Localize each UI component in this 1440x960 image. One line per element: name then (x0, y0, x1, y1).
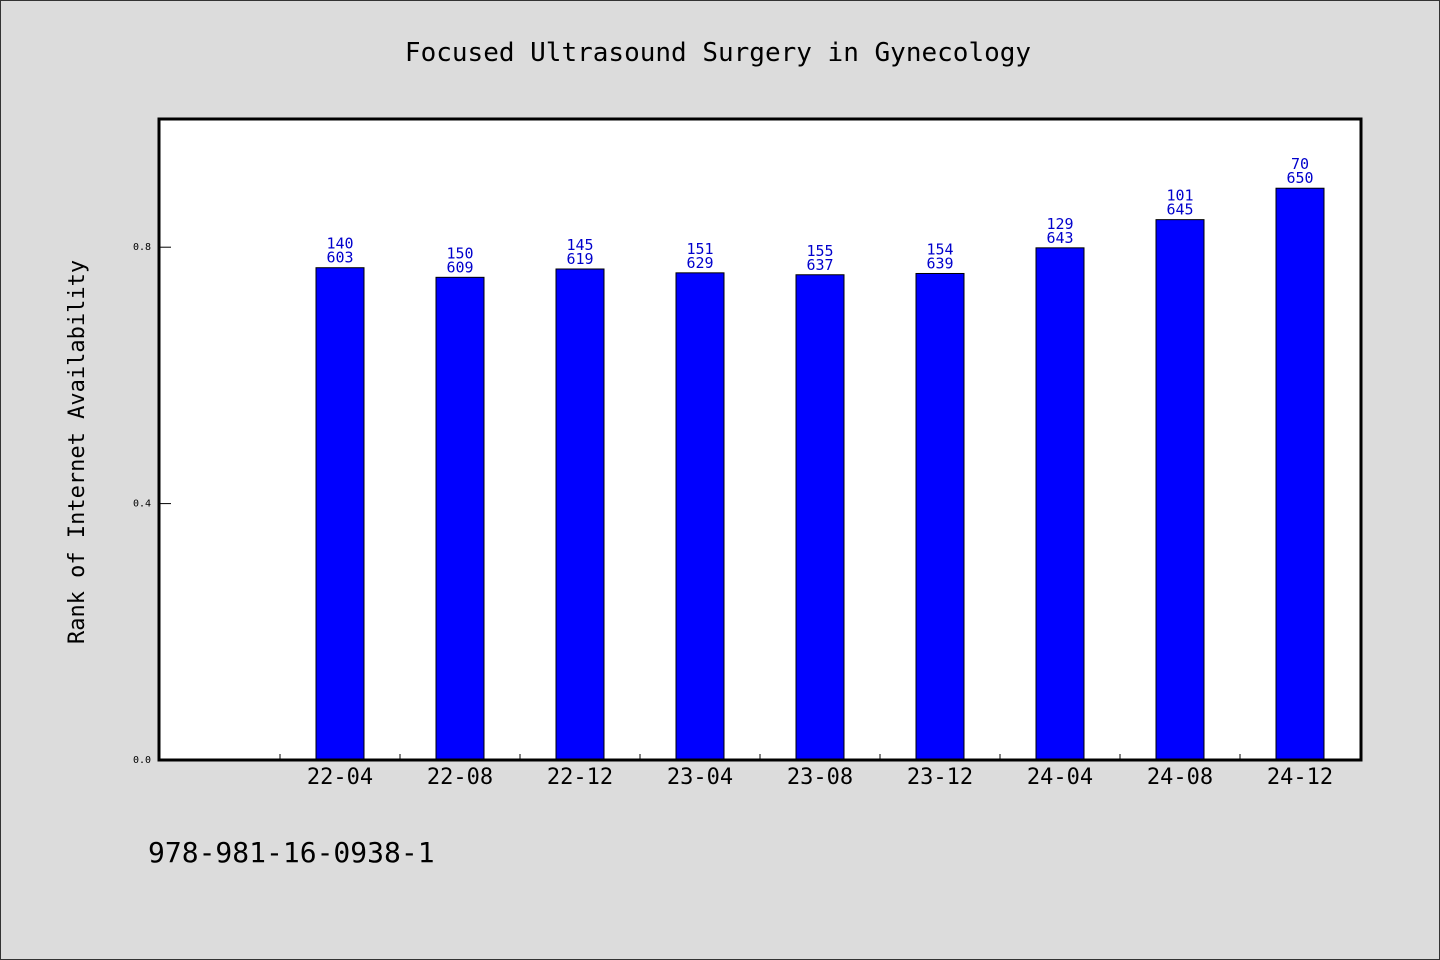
x-tick-label: 22-12 (547, 765, 613, 790)
chart-title: Focused Ultrasound Surgery in Gynecology (405, 38, 1031, 68)
plot-border (157, 117, 1363, 762)
bar (915, 272, 965, 761)
bar (795, 274, 845, 761)
bar-label-top: 155 (806, 242, 833, 260)
bar-label-bottom: 603 (326, 249, 353, 267)
x-tick-label: 24-08 (1147, 765, 1213, 790)
x-tick-label: 23-08 (787, 765, 853, 790)
bar-label-bottom: 645 (1166, 201, 1193, 219)
footnote-isbn: 978-981-16-0938-1 (148, 836, 435, 869)
bar (1275, 187, 1325, 761)
x-tick-label: 23-12 (907, 765, 973, 790)
bar-label-top: 151 (686, 240, 713, 258)
bar-label-bottom: 637 (806, 256, 833, 274)
bar (675, 272, 725, 761)
bar-label-bottom: 609 (446, 258, 473, 276)
bar-label-top: 154 (926, 240, 953, 258)
bar-series (315, 187, 1325, 761)
x-tick-label: 24-12 (1267, 765, 1333, 790)
bar-label-bottom: 639 (926, 254, 953, 272)
bar (1035, 247, 1085, 761)
y-tick-label: 0.8 (133, 242, 151, 253)
y-tick-label: 0.4 (133, 499, 151, 510)
x-tick-label: 22-04 (307, 765, 373, 790)
bar-label-top: 101 (1166, 187, 1193, 205)
bar-label-bottom: 643 (1046, 229, 1073, 247)
bar-label-bottom: 619 (566, 250, 593, 268)
bar (1155, 219, 1205, 761)
y-tick-label: 0.0 (133, 755, 151, 766)
x-axis: 22-04 22-08 22-12 23-04 23-08 23-12 24-04 24-08… (279, 754, 1361, 790)
x-tick-label: 23-04 (667, 765, 733, 790)
y-axis-label: Rank of Internet Availability (65, 260, 90, 644)
bar-label-top: 145 (566, 236, 593, 254)
bar (555, 268, 605, 761)
bar (315, 267, 365, 761)
bar (435, 276, 485, 761)
bar-label-top: 140 (326, 235, 353, 253)
bar-label-bottom: 650 (1286, 169, 1313, 187)
bar-label-top: 70 (1291, 155, 1309, 173)
bar-label-bottom: 629 (686, 254, 713, 272)
x-tick-label: 22-08 (427, 765, 493, 790)
bar-label-top: 150 (446, 244, 473, 262)
x-tick-label: 24-04 (1027, 765, 1093, 790)
bar-label-top: 129 (1046, 215, 1073, 233)
